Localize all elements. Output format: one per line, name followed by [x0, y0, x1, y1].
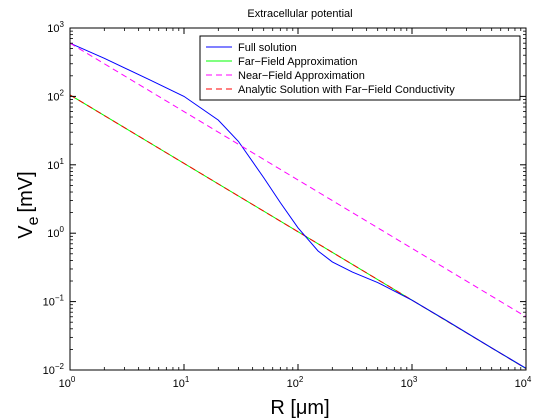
y-tick-label-1: 10−2: [43, 362, 65, 377]
legend: Full solution Far−Field Approximation Near…: [199, 35, 521, 101]
legend-label-2: Far−Field Approximation: [238, 56, 358, 68]
x-tick-label-4: 103: [401, 375, 418, 390]
series-line-1: [69, 42, 527, 369]
chart-title: Extracellular potential: [247, 8, 352, 20]
y-tick-label-exponent: 2: [60, 88, 65, 97]
series-line-3: [69, 42, 527, 318]
y-tick-label-exponent: −2: [55, 362, 65, 371]
plot-frame: [69, 27, 527, 371]
legend-box: [199, 35, 521, 101]
x-tick-label-2: 101: [173, 375, 190, 390]
legend-label-4: Analytic Solution with Far−Field Conduct…: [238, 84, 455, 96]
y-tick-label-exponent: −1: [55, 294, 65, 303]
y-axis-label-unit: [mV]: [15, 171, 37, 212]
x-tick-label-exponent: 4: [527, 375, 532, 384]
x-tick-label-5: 104: [515, 375, 532, 390]
y-tick-label-5: 102: [47, 88, 64, 103]
legend-label-1: Full solution: [238, 42, 297, 54]
y-tick-label-exponent: 3: [60, 20, 65, 29]
x-tick-label-exponent: 2: [299, 375, 304, 384]
y-tick-label-4: 101: [47, 157, 64, 172]
x-axis-label: R [μm]: [270, 397, 329, 419]
y-tick-label-2: 10−1: [43, 294, 65, 309]
y-tick-label-exponent: 1: [60, 157, 65, 166]
y-axis-label: Ve [mV]: [15, 171, 42, 238]
y-axis-label-subscript: e: [25, 216, 42, 225]
x-tick-label-exponent: 3: [413, 375, 418, 384]
y-tick-label-base: 10: [47, 23, 59, 35]
y-tick-label-base: 10: [47, 228, 59, 240]
y-tick-label-base: 10: [43, 365, 55, 377]
y-tick-label-3: 100: [47, 225, 64, 240]
legend-label-3: Near−Field Approximation: [238, 70, 365, 82]
y-tick-label-exponent: 0: [60, 225, 65, 234]
y-tick-label-base: 10: [43, 297, 55, 309]
x-tick-label-exponent: 0: [71, 375, 76, 384]
y-tick-label-6: 103: [47, 20, 64, 35]
y-tick-label-base: 10: [47, 91, 59, 103]
x-tick-label-3: 102: [287, 375, 304, 390]
x-tick-label-exponent: 1: [185, 375, 190, 384]
y-tick-label-base: 10: [47, 160, 59, 172]
y-axis-label-main: V: [15, 225, 37, 239]
x-tick-label-1: 100: [59, 375, 76, 390]
